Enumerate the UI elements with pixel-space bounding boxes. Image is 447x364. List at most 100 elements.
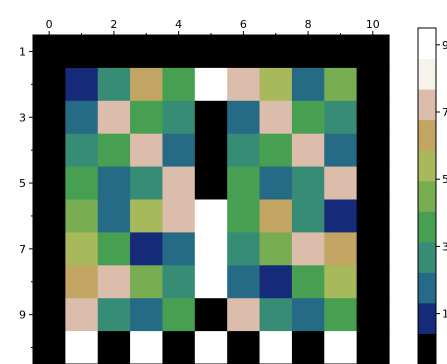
- heatmap-cells: [33, 35, 390, 364]
- heatmap-cell: [324, 166, 358, 201]
- heatmap-cell: [194, 265, 228, 299]
- heatmap-cell: [97, 298, 131, 332]
- heatmap-cell: [324, 133, 358, 168]
- colorbar-swatch: [418, 211, 436, 243]
- heatmap-cell: [291, 35, 325, 69]
- heatmap-cell: [33, 199, 66, 233]
- heatmap-cell: [291, 298, 325, 332]
- heatmap-cell: [33, 35, 66, 69]
- heatmap-cell: [65, 133, 99, 168]
- axes: 0 2 4 6 8 10 1 3 5 7 9: [19, 18, 380, 349]
- heatmap-cell: [97, 232, 131, 266]
- heatmap-cell: [227, 67, 261, 102]
- heatmap-cell: [291, 166, 325, 201]
- heatmap-cell: [162, 35, 196, 69]
- colorbar-swatch: [418, 302, 436, 334]
- colorbar-tick-label: 7: [442, 106, 447, 119]
- colorbar-swatch: [418, 150, 436, 182]
- heatmap-cell: [259, 265, 293, 299]
- y-tick-label: 1: [19, 45, 26, 58]
- heatmap-cell: [162, 331, 196, 364]
- heatmap-cell: [162, 166, 196, 201]
- heatmap-cell: [324, 35, 358, 69]
- heatmap-cell: [356, 232, 390, 266]
- heatmap-cell: [194, 331, 228, 364]
- heatmap-cell: [162, 199, 196, 233]
- heatmap-cell: [291, 265, 325, 299]
- heatmap-cell: [130, 35, 164, 69]
- x-tick-label: 8: [305, 18, 312, 31]
- heatmap-cell: [259, 166, 293, 201]
- heatmap-cell: [259, 199, 293, 233]
- heatmap-cell: [130, 199, 164, 233]
- heatmap-cell: [162, 133, 196, 168]
- heatmap-cell: [97, 35, 131, 69]
- heatmap-cell: [65, 67, 99, 102]
- heatmap-cell: [259, 35, 293, 69]
- heatmap-cell: [356, 199, 390, 233]
- heatmap-cell: [33, 133, 66, 168]
- heatmap-cell: [291, 133, 325, 168]
- heatmap-cell: [97, 100, 131, 135]
- heatmap-cell: [259, 331, 293, 364]
- heatmap-cell: [324, 199, 358, 233]
- colorbar-swatch: [418, 58, 436, 90]
- heatmap-cell: [194, 35, 228, 69]
- heatmap-cell: [97, 265, 131, 299]
- heatmap-cell: [33, 265, 66, 299]
- colorbar-frame: [417, 27, 437, 364]
- heatmap-cell: [130, 331, 164, 364]
- heatmap-cell: [356, 331, 390, 364]
- heatmap-cell: [259, 298, 293, 332]
- heatmap-cell: [227, 265, 261, 299]
- colorbar-swatch: [418, 28, 436, 60]
- heatmap-cell: [259, 133, 293, 168]
- heatmap-cell: [227, 199, 261, 233]
- heatmap-cell: [33, 298, 66, 332]
- heatmap-cell: [227, 166, 261, 201]
- heatmap-cell: [227, 232, 261, 266]
- heatmap-cell: [291, 232, 325, 266]
- heatmap-cell: [227, 35, 261, 69]
- heatmap-cell: [259, 100, 293, 135]
- heatmap-cell: [130, 265, 164, 299]
- heatmap-cell: [227, 331, 261, 364]
- heatmap-cell: [130, 166, 164, 201]
- heatmap-cell: [194, 133, 228, 168]
- heatmap-cell: [33, 67, 66, 102]
- heatmap-cell: [194, 199, 228, 233]
- heatmap-cell: [97, 199, 131, 233]
- colorbar-swatch: [418, 89, 436, 121]
- colorbar-tick-label: 5: [442, 173, 447, 186]
- heatmap-cell: [324, 298, 358, 332]
- heatmap-cell: [130, 67, 164, 102]
- heatmap-cell: [97, 331, 131, 364]
- x-tick-label: 2: [110, 18, 117, 31]
- heatmap-cell: [130, 100, 164, 135]
- heatmap-cell: [291, 100, 325, 135]
- colorbar-swatch: [418, 119, 436, 151]
- x-tick-label: 6: [240, 18, 247, 31]
- x-tick-label: 0: [46, 18, 53, 31]
- heatmap-cell: [356, 133, 390, 168]
- x-tick-label: 10: [366, 18, 380, 31]
- heatmap-cell: [194, 67, 228, 102]
- heatmap-cell: [162, 265, 196, 299]
- heatmap-cell: [259, 67, 293, 102]
- heatmap-cell: [194, 166, 228, 201]
- colorbar-swatch: [418, 241, 436, 273]
- heatmap-cell: [33, 331, 66, 364]
- heatmap-cell: [291, 331, 325, 364]
- y-tick-label: 7: [19, 243, 26, 256]
- heatmap-cell: [33, 166, 66, 201]
- heatmap-cell: [65, 199, 99, 233]
- heatmap-cell: [162, 100, 196, 135]
- y-tick-label: 3: [19, 111, 26, 124]
- colorbar-tick-label: 3: [442, 240, 447, 253]
- heatmap-cell: [194, 298, 228, 332]
- heatmap-cell: [162, 232, 196, 266]
- heatmap-cell: [356, 166, 390, 201]
- heatmap-cell: [324, 100, 358, 135]
- heatmap-cell: [259, 232, 293, 266]
